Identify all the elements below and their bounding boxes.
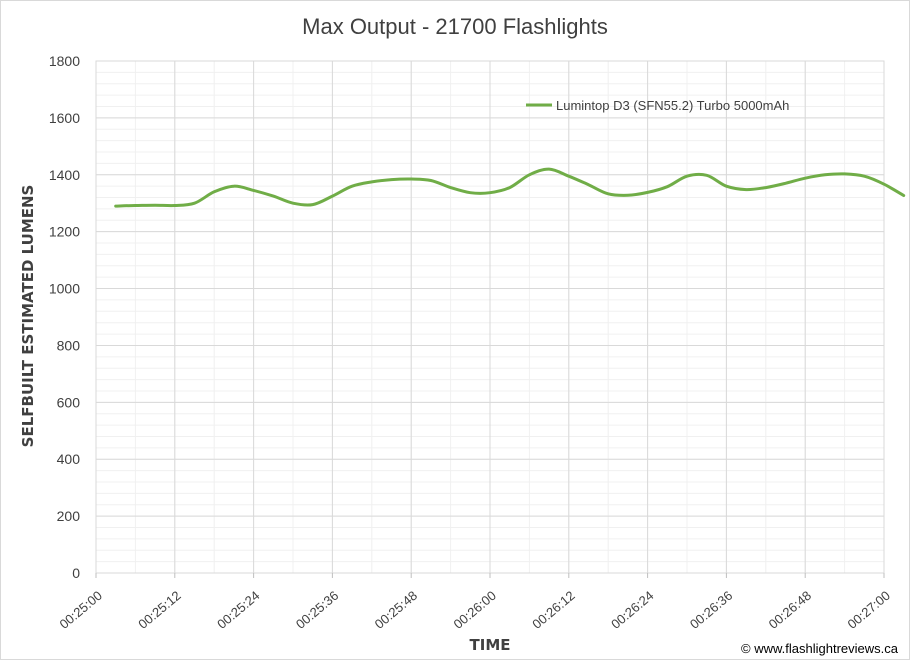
y-axis-label: SELFBUILT ESTIMATED LUMENS [19,185,37,448]
legend-entry: Lumintop D3 (SFN55.2) Turbo 5000mAh [556,98,789,113]
y-tick-label: 200 [57,508,81,524]
y-tick-label: 800 [57,337,81,353]
legend: Lumintop D3 (SFN55.2) Turbo 5000mAh [526,98,789,113]
y-axis-ticks: 0 200 400 600 800 1000 1200 1400 1600 1800 [49,53,80,581]
y-tick-label: 1800 [49,53,80,69]
y-tick-label: 1600 [49,110,80,126]
y-tick-label: 400 [57,451,81,467]
y-tick-label: 1400 [49,167,80,183]
series-line [114,167,906,208]
series-layer [114,167,906,208]
y-tick-label: 1200 [49,224,80,240]
copyright-credit: © www.flashlightreviews.ca [741,641,899,656]
y-tick-label: 1000 [49,281,80,297]
x-axis-label: TIME [470,636,511,654]
y-tick-label: 0 [72,565,80,581]
y-tick-label: 600 [57,394,81,410]
chart-title: Max Output - 21700 Flashlights [302,14,608,39]
